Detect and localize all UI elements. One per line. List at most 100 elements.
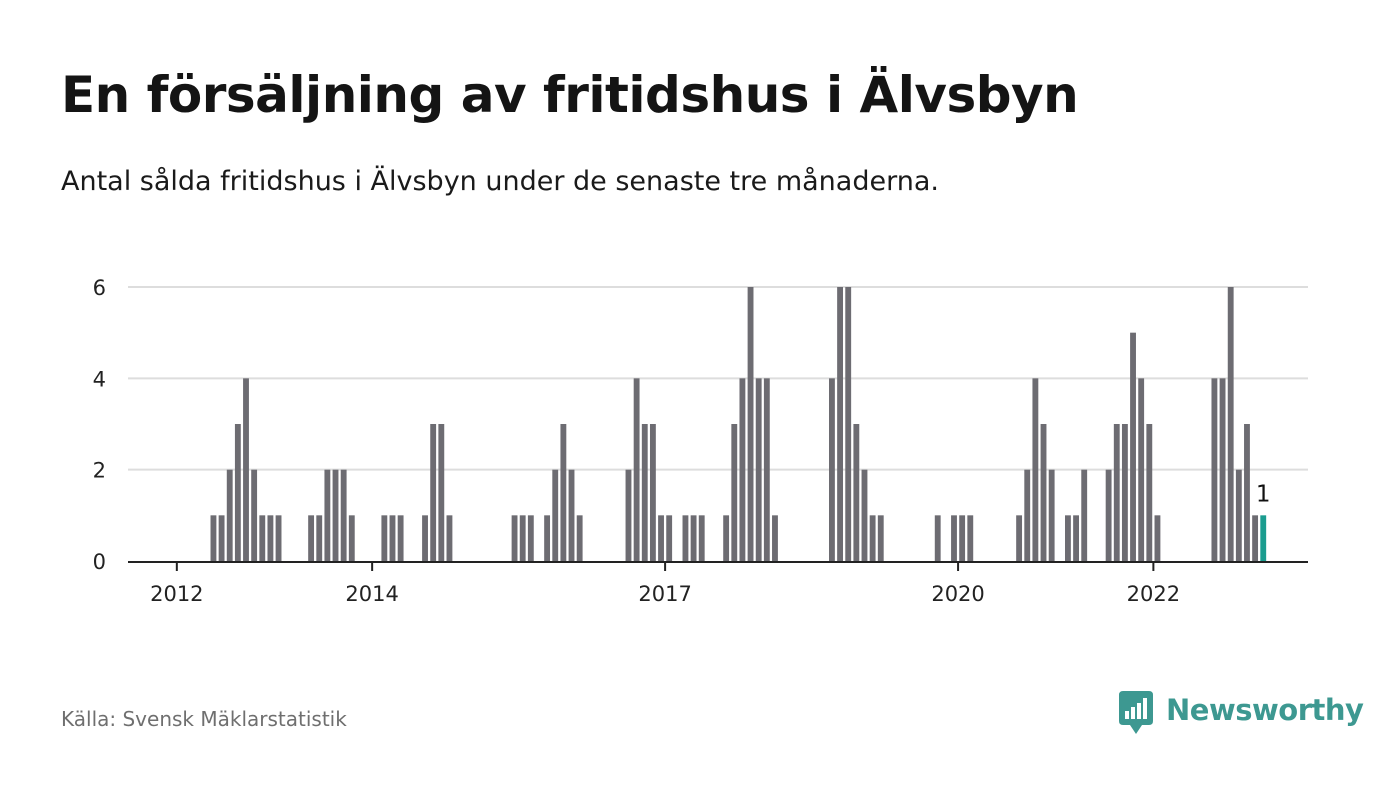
bar [397,515,404,561]
brand-logo: Newsworthy [1118,690,1364,736]
x-tick-label: 2022 [1127,582,1180,606]
bar [259,515,266,561]
bar [576,515,583,561]
bar [682,515,689,561]
y-tick-label: 0 [93,550,106,574]
bar [519,515,526,561]
bar [251,469,258,561]
bar [772,515,778,561]
bar [438,424,445,561]
bar [723,515,730,561]
bar [959,515,966,561]
bar [210,515,217,561]
bar [837,287,843,561]
bar [381,515,388,561]
bar [747,287,754,561]
x-tick-label: 2020 [931,582,984,606]
bar [1105,469,1112,561]
bar [1235,469,1242,561]
bar [422,515,428,561]
bar [1113,424,1120,561]
bars [210,287,1267,561]
bar [234,424,241,561]
bar [633,378,640,561]
bar [861,469,868,561]
bar [1244,424,1250,561]
y-tick-label: 2 [93,459,106,483]
y-tick-label: 6 [93,276,106,300]
bar [625,469,632,561]
bar [544,515,551,561]
grid-lines [128,286,1308,471]
bar [698,515,705,561]
bar [755,378,762,561]
bar [340,469,347,561]
bar [316,515,323,561]
bar [1219,378,1226,561]
bar [1130,332,1136,561]
bar [1048,469,1055,561]
bar [332,469,339,561]
bar [1032,378,1039,561]
newsworthy-logo-icon [1119,691,1153,734]
x-tick-label: 2012 [150,582,203,606]
bar-chart: 0 2 4 6 2012 2014 2017 2020 2022 1 [93,276,1308,606]
bar [552,469,559,561]
bar [1138,378,1145,561]
bar [690,515,697,561]
bar [1081,469,1088,561]
bar [739,378,746,561]
bar [430,424,437,561]
bar [1227,287,1234,561]
brand-name: Newsworthy [1166,693,1364,727]
bar [308,515,315,561]
bar [1065,515,1071,561]
bar [275,515,282,561]
data-label: 1 [1256,481,1271,507]
bar [267,515,274,561]
bar [1154,515,1161,561]
bar [324,469,331,561]
bar [731,424,738,561]
bar [853,424,860,561]
bar [1121,424,1128,561]
bar [348,515,355,561]
bar [218,515,225,561]
bar [869,515,876,561]
bar [1146,424,1153,561]
bar [560,424,567,561]
chart-title: En försäljning av fritidshus i Älvsbyn [61,66,1079,124]
source-note: Källa: Svensk Mäklarstatistik [61,707,347,731]
bar [1211,378,1218,561]
bar [845,287,852,561]
bar [389,515,396,561]
bar [1040,424,1047,561]
bar [243,378,249,561]
bar [658,515,664,561]
bar [1016,515,1023,561]
bar [1252,515,1259,561]
bar [967,515,974,561]
y-tick-label: 4 [93,367,106,391]
bar [446,515,453,561]
data-labels: 1 [1256,481,1271,507]
bar [877,515,884,561]
bar-highlight [1260,515,1267,561]
bar [511,515,518,561]
x-tick-label: 2017 [638,582,691,606]
bar [641,424,648,561]
bar [666,515,673,561]
bar [649,424,656,561]
bar [568,469,575,561]
x-tick-label: 2014 [345,582,398,606]
bar [1024,469,1031,561]
chart-subtitle: Antal sålda fritidshus i Älvsbyn under d… [61,166,939,197]
bar [1073,515,1079,561]
bar [951,515,957,561]
axes: 0 2 4 6 2012 2014 2017 2020 2022 [93,276,1308,606]
bar [226,469,233,561]
bar [763,378,770,561]
bar [829,378,835,561]
bar [934,515,941,561]
bar [527,515,534,561]
